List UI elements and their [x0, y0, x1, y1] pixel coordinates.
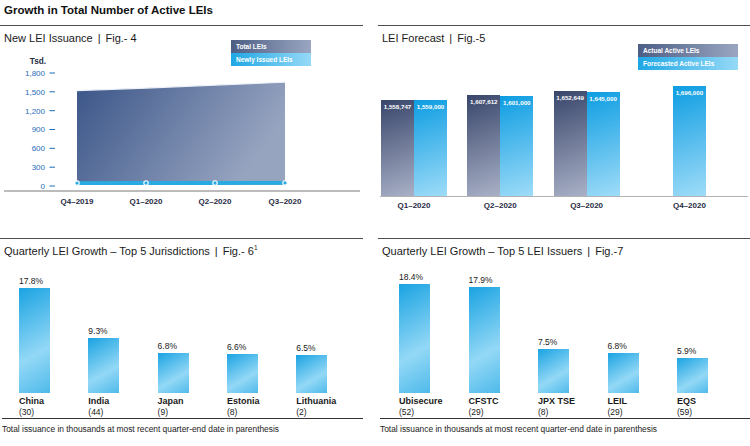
legend-item-total-leis: Total LEIs	[231, 40, 311, 53]
x-axis-line	[380, 196, 748, 197]
category-name: India	[88, 396, 109, 406]
category-name: Estonia	[227, 396, 260, 406]
y-tick-label: 600	[32, 144, 46, 153]
y-tick-label: 300	[32, 163, 46, 172]
fig-label: Fig.- 4	[106, 32, 137, 44]
bar-percent-label: 5.9%	[677, 346, 696, 356]
category-count: (8)	[227, 407, 237, 417]
growth-bar	[88, 338, 119, 393]
panel-fig7: Quarterly LEI Growth – Top 5 LEI Issuers…	[378, 238, 750, 446]
category-count: (44)	[88, 407, 103, 417]
bar-actual-active-leis: 1,652,649	[554, 91, 587, 196]
data-point-marker	[144, 181, 148, 185]
bar-chart-fig7: 18.4%Ubisecure(52)17.9%CFSTC(29)7.5%JPX …	[378, 239, 750, 446]
chart-title-fig4: New LEI Issuance | Fig.- 4	[4, 32, 137, 44]
data-point-marker	[213, 181, 217, 185]
x-tick-label: Q4–2020	[656, 201, 722, 210]
total-leis-area	[77, 82, 285, 185]
y-tick-label: 900	[32, 125, 46, 134]
area-chart-fig4: 0 300 600 900 1,200 1,500 1,800 Q4–2019 Q1–2020 Q…	[0, 66, 363, 214]
data-point-marker	[75, 181, 79, 185]
bar-value-label: 1,652,649	[554, 94, 587, 101]
y-tick-label: 1,800	[25, 69, 46, 78]
bar-forecasted-active-leis: 1,601,000	[500, 96, 533, 196]
bar-value-label: 1,559,000	[414, 103, 447, 110]
growth-bar	[469, 287, 500, 393]
category-count: (8)	[538, 407, 548, 417]
page-title: Growth in Total Number of Active LEIs	[4, 4, 213, 16]
bar-value-label: 1,601,000	[500, 99, 533, 106]
bar-percent-label: 6.8%	[608, 341, 627, 351]
category-name: LEIL	[608, 396, 628, 406]
x-tick-label: Q2–2020	[199, 197, 232, 206]
footnote-divider	[380, 418, 750, 419]
x-tick-label: Q3–2020	[269, 197, 302, 206]
bar-actual-active-leis: 1,607,612	[467, 95, 500, 196]
bar-value-label: 1,558,747	[381, 103, 414, 110]
bar-chart-fig6: 17.8% China(30) 9.3% India(44) 6.8% Japan(9) 6…	[0, 239, 363, 446]
footnote-divider	[2, 418, 363, 419]
bar-forecasted-active-leis: 1,559,000	[414, 100, 447, 196]
x-tick-label: Q1–2020	[130, 197, 163, 206]
category-count: (2)	[296, 407, 306, 417]
title-separator: |	[98, 32, 101, 44]
x-tick-label: Q1–2020	[381, 201, 447, 210]
category-count: (9)	[158, 407, 168, 417]
bar-forecasted-active-leis: 1,696,000	[673, 86, 706, 196]
x-tick-label: Q3–2020	[554, 201, 620, 210]
category-count: (52)	[399, 407, 414, 417]
category-name: Japan	[158, 396, 184, 406]
bar-percent-label: 17.9%	[469, 275, 493, 285]
category-count: (29)	[608, 407, 623, 417]
panel-fig5: LEI Forecast|Fig.-5 Actual Active LEIs F…	[378, 25, 750, 239]
chart-title-text: New LEI Issuance	[4, 32, 93, 44]
y-tick-label: 1,200	[25, 107, 46, 116]
bar-percent-label: 18.4%	[399, 272, 423, 282]
growth-bar	[677, 358, 708, 393]
category-name: Ubisecure	[399, 396, 443, 406]
legend-item-newly-issued-leis: Newly Issued LEIs	[231, 53, 311, 66]
category-name: China	[19, 396, 44, 406]
growth-bar	[158, 353, 189, 393]
category-name: EQS	[677, 396, 696, 406]
y-tick-label: 1,500	[25, 88, 46, 97]
growth-bar	[538, 349, 569, 393]
bar-value-label: 1,645,000	[587, 95, 620, 102]
growth-bar	[19, 288, 50, 393]
bar-forecasted-active-leis: 1,645,000	[587, 92, 620, 197]
growth-bar	[296, 355, 327, 393]
footnote-text: Total issuance in thousands at most rece…	[2, 424, 279, 434]
x-tick-label: Q2–2020	[467, 201, 533, 210]
bar-value-label: 1,696,000	[673, 89, 706, 96]
category-name: CFSTC	[469, 396, 499, 406]
bar-percent-label: 6.6%	[227, 342, 246, 352]
category-count: (59)	[677, 407, 692, 417]
footnote-text: Total issuance in thousands at most rece…	[380, 424, 657, 434]
panel-fig4: New LEI Issuance | Fig.- 4 Total LEIs Newl…	[0, 25, 363, 239]
y-axis-unit-label: Tsd.	[12, 57, 46, 66]
data-point-marker	[283, 181, 287, 185]
category-name: JPX TSE	[538, 396, 575, 406]
bar-percent-label: 6.8%	[158, 341, 177, 351]
growth-bar	[608, 353, 639, 393]
bar-percent-label: 7.5%	[538, 337, 557, 347]
report-page: Growth in Total Number of Active LEIs Ne…	[0, 0, 750, 446]
legend-fig4: Total LEIs Newly Issued LEIs	[231, 40, 311, 66]
category-name: Lithuania	[296, 396, 336, 406]
category-count: (29)	[469, 407, 484, 417]
bar-chart-fig5: 1,558,7471,559,000 Q1–2020 1,607,6121,601,…	[378, 26, 750, 239]
bar-actual-active-leis: 1,558,747	[381, 100, 414, 196]
panel-fig6: Quarterly LEI Growth – Top 5 Jurisdictio…	[0, 238, 363, 446]
bar-value-label: 1,607,612	[467, 98, 500, 105]
y-tick-label: 0	[41, 182, 46, 191]
bar-percent-label: 9.3%	[88, 326, 107, 336]
category-count: (30)	[19, 407, 34, 417]
x-tick-label: Q4–2019	[61, 197, 94, 206]
bar-percent-label: 6.5%	[296, 343, 315, 353]
bar-percent-label: 17.8%	[19, 276, 43, 286]
growth-bar	[399, 284, 430, 393]
growth-bar	[227, 354, 258, 393]
